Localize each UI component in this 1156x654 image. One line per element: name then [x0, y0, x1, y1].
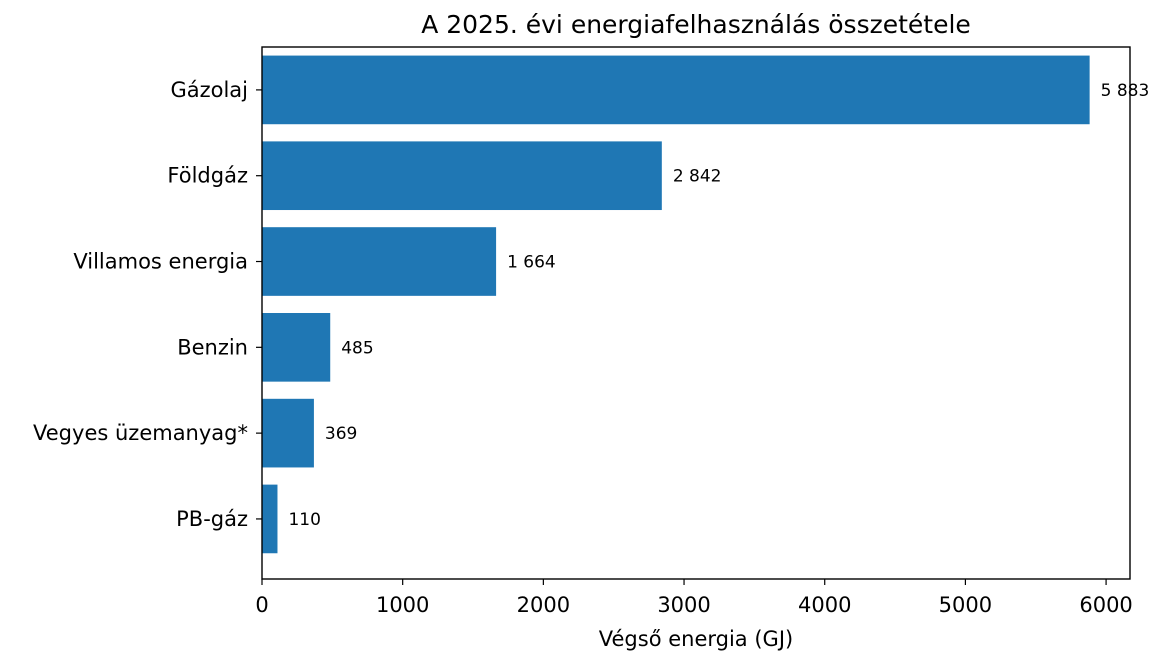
y-tick-label: Benzin [177, 335, 248, 359]
x-tick-label: 0 [255, 593, 268, 617]
x-axis: 0 1000 2000 3000 4000 5000 6000 [255, 579, 1133, 617]
bar [262, 55, 1090, 125]
bar [262, 227, 497, 296]
x-tick-label: 4000 [798, 593, 851, 617]
y-tick-label: Földgáz [167, 164, 248, 188]
bar-value-label: 110 [288, 510, 320, 530]
y-tick-label: Gázolaj [170, 78, 248, 102]
y-tick-label: PB-gáz [176, 507, 248, 531]
bar [262, 398, 314, 468]
x-tick-label: 5000 [939, 593, 992, 617]
bar-value-label: 5 883 [1101, 81, 1150, 101]
x-axis-label: Végső energia (GJ) [599, 627, 793, 651]
bar-value-label: 369 [325, 424, 357, 444]
x-tick-label: 3000 [657, 593, 710, 617]
bar [262, 141, 662, 211]
value-labels-group: 5 883 2 842 1 664 485 369 110 [288, 81, 1149, 530]
bar-value-label: 485 [341, 338, 373, 358]
bar [262, 484, 278, 554]
x-tick-label: 1000 [376, 593, 429, 617]
x-tick-label: 6000 [1079, 593, 1132, 617]
bar-value-label: 2 842 [673, 167, 722, 187]
plot-frame [261, 46, 1131, 580]
y-axis: Gázolaj Földgáz Villamos energia Benzin Vegy… [33, 78, 262, 531]
bars-group [262, 55, 1090, 554]
bar-value-label: 1 664 [507, 253, 556, 273]
y-tick-label: Vegyes üzemanyag* [33, 421, 248, 445]
x-tick-label: 2000 [517, 593, 570, 617]
y-tick-label: Villamos energia [73, 250, 248, 274]
bar [262, 313, 331, 382]
chart-title: A 2025. évi energiafelhasználás összetét… [421, 10, 971, 39]
